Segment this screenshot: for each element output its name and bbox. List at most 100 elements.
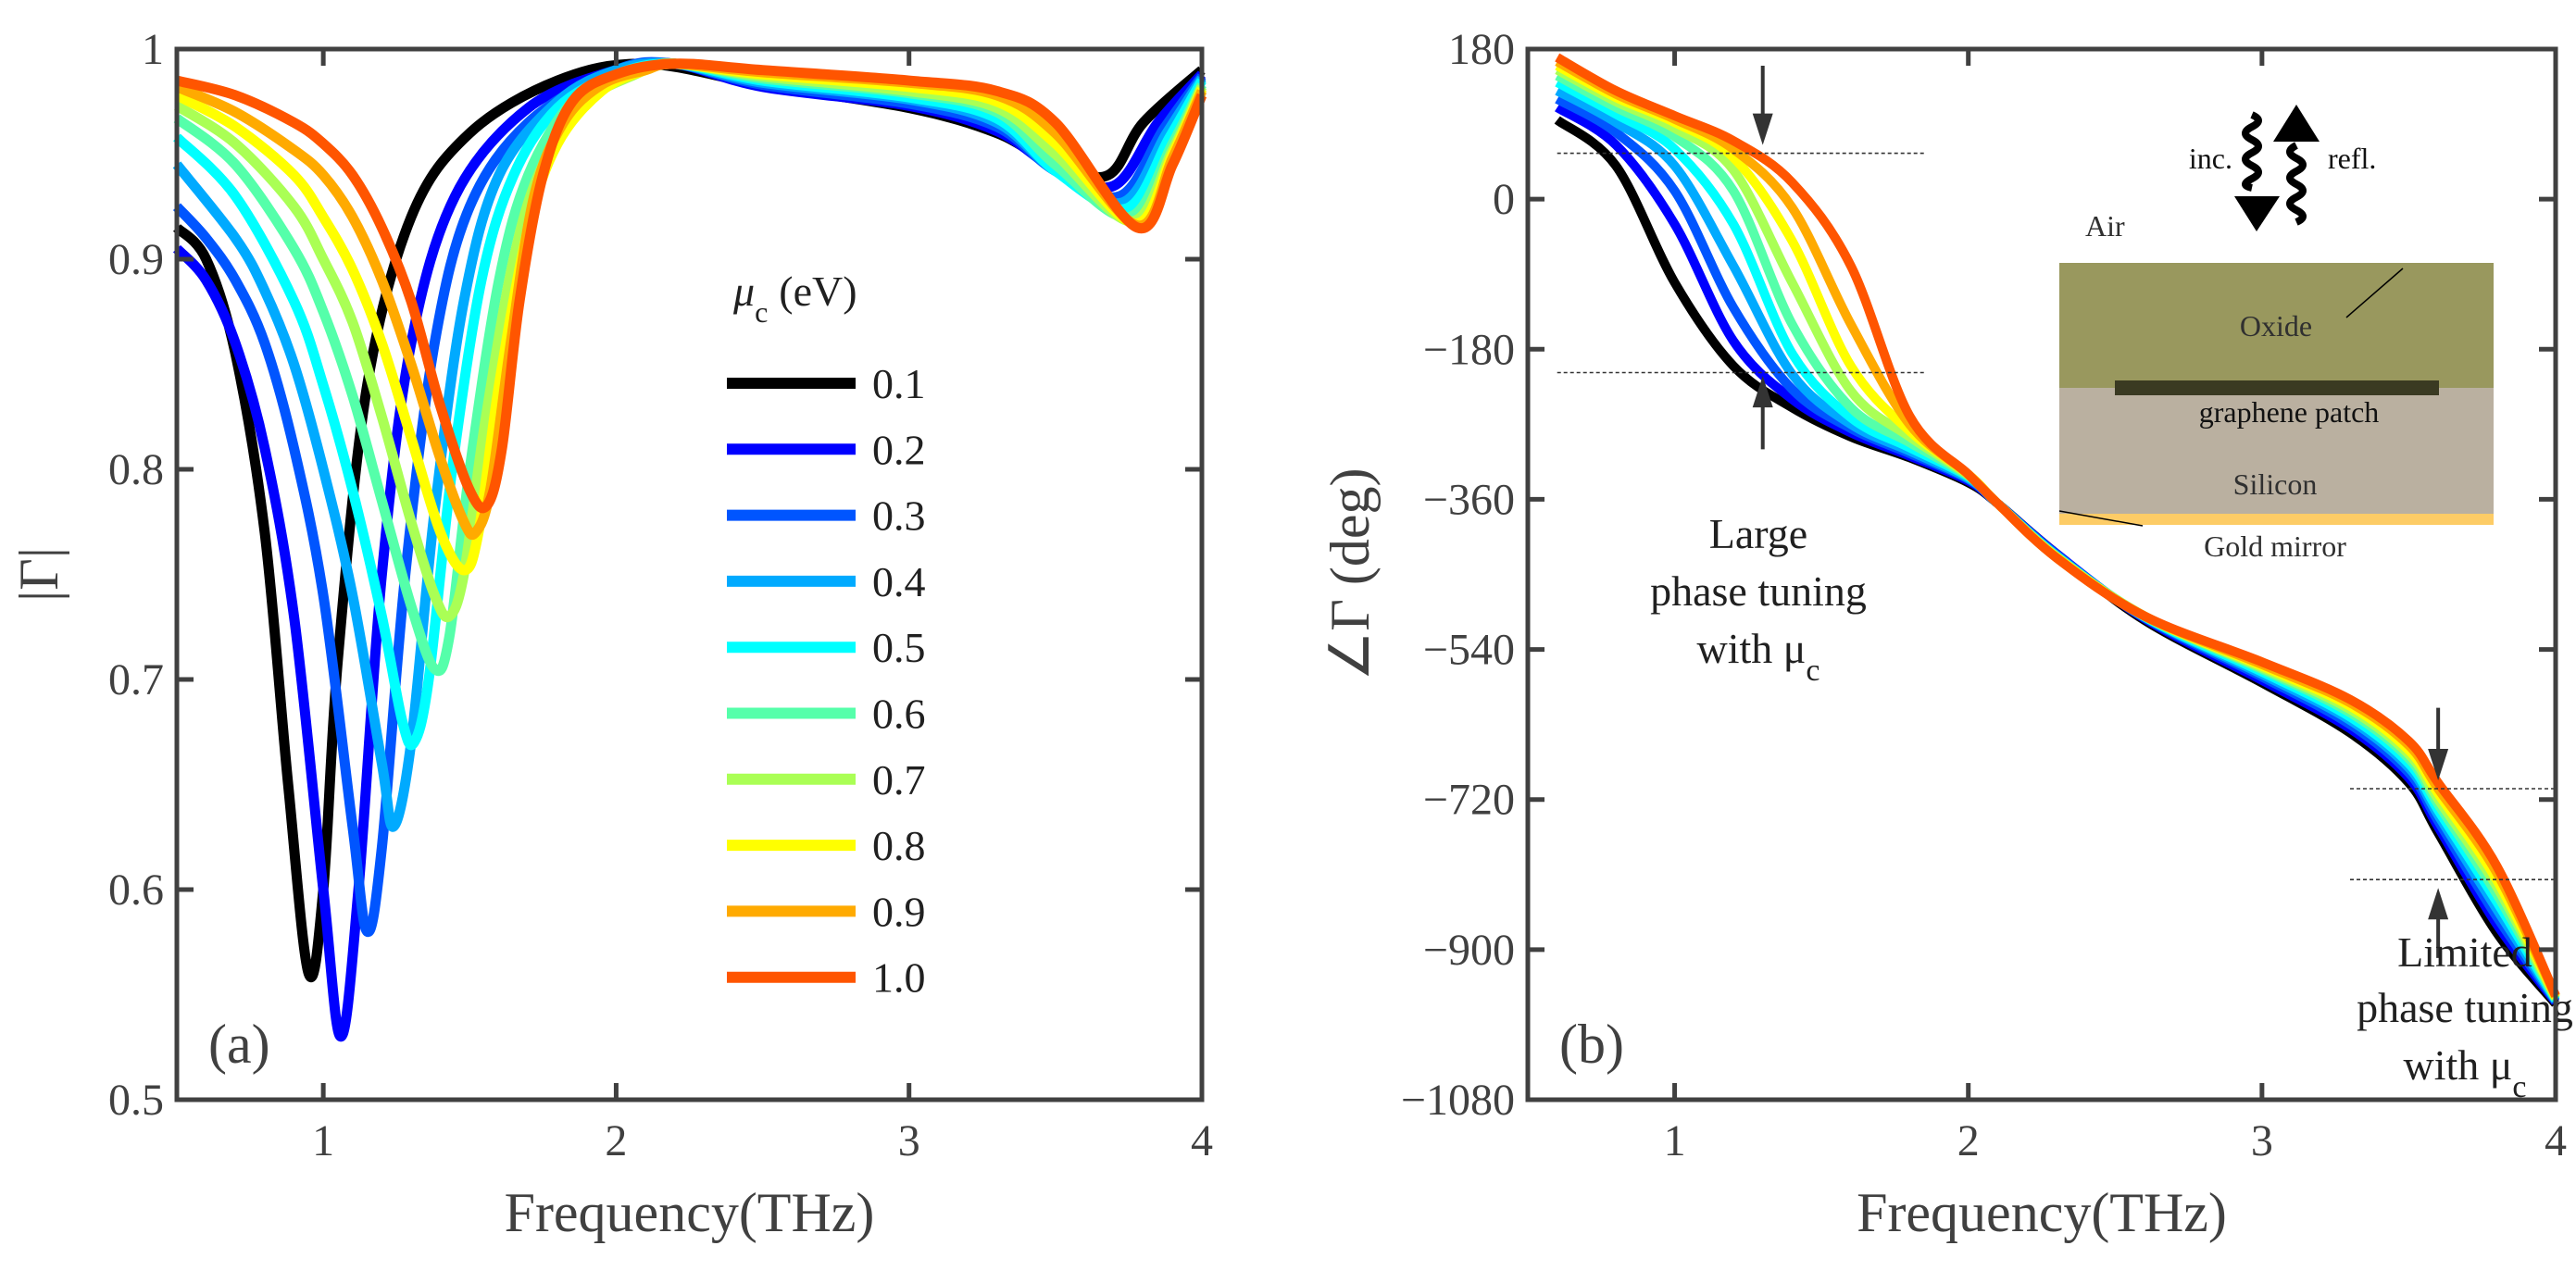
legend-item-0.6: 0.6 xyxy=(727,691,926,738)
legend-label: 0.6 xyxy=(872,691,926,738)
large-phase-tuning-annotation: Large phase tuning with μc xyxy=(1650,510,1867,688)
legend-label: 0.5 xyxy=(872,624,926,671)
subscript: c xyxy=(2512,1070,2526,1104)
legend-title-unit: (eV) xyxy=(779,268,857,315)
series-line-mu-0.9 xyxy=(1555,57,2560,999)
arrow-up-icon xyxy=(1752,376,1773,450)
legend-label: 0.8 xyxy=(872,822,926,869)
arrow-down-icon xyxy=(1752,66,1773,145)
panel-label: (b) xyxy=(1559,1014,1624,1075)
x-tick-label: 3 xyxy=(898,1116,920,1165)
x-axis-label: Frequency(THz) xyxy=(1857,1182,2227,1243)
x-tick-label: 3 xyxy=(2251,1116,2273,1165)
y-tick-label: 0.9 xyxy=(108,235,164,284)
annotations: Large phase tuning with μc Limited phase tun… xyxy=(1557,66,2573,1104)
legend-label: 1.0 xyxy=(872,954,926,1002)
y-tick-label: 0.6 xyxy=(108,866,164,915)
legend-label: 0.9 xyxy=(872,888,926,935)
reflected-label: refl. xyxy=(2328,142,2376,175)
y-tick-label: 0.8 xyxy=(108,445,164,494)
x-tick-label: 1 xyxy=(312,1116,334,1165)
x-tick-label: 1 xyxy=(1664,1116,1686,1165)
legend-label: 0.4 xyxy=(872,558,926,605)
series-line-mu-0.2 xyxy=(172,57,1207,1042)
y-tick-label: −720 xyxy=(1423,776,1515,825)
legend-title-symbol: μ xyxy=(732,268,755,315)
large-phase-tuning-annotation-line: Large xyxy=(1709,510,1807,557)
y-tick-label: 0 xyxy=(1493,175,1515,224)
panel-a-magnitude-plot: 1 2 3 4 0.5 0.6 0.7 0.8 0.9 1 Frequency(THz) |Γ| (a)… xyxy=(8,25,1213,1243)
legend: μc (eV) 0.1 0.2 0.3 0.4 0.5 0.6 0.7 0.8 0.9 1.0 xyxy=(727,268,926,1002)
legend-item-0.9: 0.9 xyxy=(727,888,926,935)
series-line-mu-0.1 xyxy=(172,58,1206,983)
axes-frame xyxy=(1525,46,2558,1102)
legend-item-1.0: 1.0 xyxy=(727,954,926,1002)
arrow-up-icon xyxy=(2428,888,2449,958)
graphene-patch xyxy=(2115,380,2439,395)
silicon-layer xyxy=(2059,388,2494,514)
axes: 1 2 3 4 180 0 −180 −360 −540 −720 −900 −1080 Frequen… xyxy=(1319,25,2567,1243)
legend-item-0.7: 0.7 xyxy=(727,756,926,803)
silicon-label: Silicon xyxy=(2233,467,2318,501)
incident-label: inc. xyxy=(2189,142,2232,175)
series-line-mu-0.5 xyxy=(173,58,1207,751)
series-line-mu-1.0 xyxy=(1555,53,2560,998)
series-line-mu-0.8 xyxy=(1555,61,2560,1000)
series-lines xyxy=(172,56,1207,1042)
series-lines xyxy=(1554,53,2560,1007)
reflected-wave-arrow-icon xyxy=(2273,105,2320,226)
legend-label: 0.7 xyxy=(872,756,926,803)
oxide-label: Oxide xyxy=(2240,309,2312,343)
legend-item-0.2: 0.2 xyxy=(727,426,926,473)
x-tick-label: 4 xyxy=(2545,1116,2567,1165)
incident-wave-arrow-icon xyxy=(2234,111,2280,231)
y-tick-label: 180 xyxy=(1448,25,1515,74)
large-phase-tuning-annotation-line: phase tuning xyxy=(1650,567,1867,615)
y-tick-label: 0.7 xyxy=(108,655,164,704)
y-tick-label: −540 xyxy=(1423,626,1515,675)
y-tick-label: 0.5 xyxy=(108,1076,164,1125)
oxide-layer xyxy=(2059,263,2494,389)
legend-title-subscript: c xyxy=(755,295,768,329)
large-phase-tuning-annotation-line: with μc xyxy=(1696,625,1819,688)
subscript: c xyxy=(1806,654,1819,688)
legend-title: μc (eV) xyxy=(732,268,857,329)
x-axis-label: Frequency(THz) xyxy=(505,1182,875,1243)
x-tick-label: 2 xyxy=(1957,1116,1980,1165)
gold-leader-line xyxy=(2058,510,2144,527)
y-axis-label: ∠Γ (deg) xyxy=(1319,467,1381,680)
oxide-leader-line xyxy=(2345,268,2404,318)
legend-item-0.5: 0.5 xyxy=(727,624,926,671)
legend-item-0.1: 0.1 xyxy=(727,360,926,407)
graphene-patch-label: graphene patch xyxy=(2199,395,2380,429)
legend-label: 0.1 xyxy=(872,360,926,407)
gold-mirror-label: Gold mirror xyxy=(2204,529,2346,563)
series-line-mu-0.6 xyxy=(173,58,1207,677)
axes-frame xyxy=(174,46,1205,1102)
y-tick-label: −360 xyxy=(1423,475,1515,524)
y-tick-label: −180 xyxy=(1423,325,1515,374)
series-line-mu-1.0 xyxy=(175,58,1207,514)
legend-label: 0.3 xyxy=(872,492,926,540)
legend-item-0.8: 0.8 xyxy=(727,822,926,869)
air-label: Air xyxy=(2085,209,2125,243)
device-structure-inset: Oxide graphene patch Silicon Gold mirror… xyxy=(2058,105,2494,563)
y-tick-label: −900 xyxy=(1423,926,1515,975)
x-tick-label: 2 xyxy=(605,1116,627,1165)
legend-item-0.4: 0.4 xyxy=(727,558,926,605)
series-line-mu-0.7 xyxy=(174,58,1207,623)
arrow-down-icon xyxy=(2428,707,2449,780)
limited-phase-tuning-annotation-line: Limited xyxy=(2397,928,2532,976)
y-axis-label: |Γ| xyxy=(8,547,69,602)
panel-label: (a) xyxy=(208,1014,270,1075)
limited-phase-tuning-annotation-line: with μc xyxy=(2403,1041,2526,1104)
legend-item-0.3: 0.3 xyxy=(727,492,926,540)
legend-label: 0.2 xyxy=(872,426,926,473)
limited-phase-tuning-annotation-line: phase tuning xyxy=(2357,984,2573,1031)
y-tick-label: 1 xyxy=(142,25,164,74)
panel-b-phase-plot: Large phase tuning with μc Limited phase tun… xyxy=(1319,25,2573,1243)
limited-phase-tuning-annotation: Limited phase tuning with μc xyxy=(2357,928,2573,1104)
series-line-mu-0.4 xyxy=(1555,86,2560,1003)
axes: 1 2 3 4 0.5 0.6 0.7 0.8 0.9 1 Frequency(THz) |Γ| (a) xyxy=(8,25,1213,1243)
